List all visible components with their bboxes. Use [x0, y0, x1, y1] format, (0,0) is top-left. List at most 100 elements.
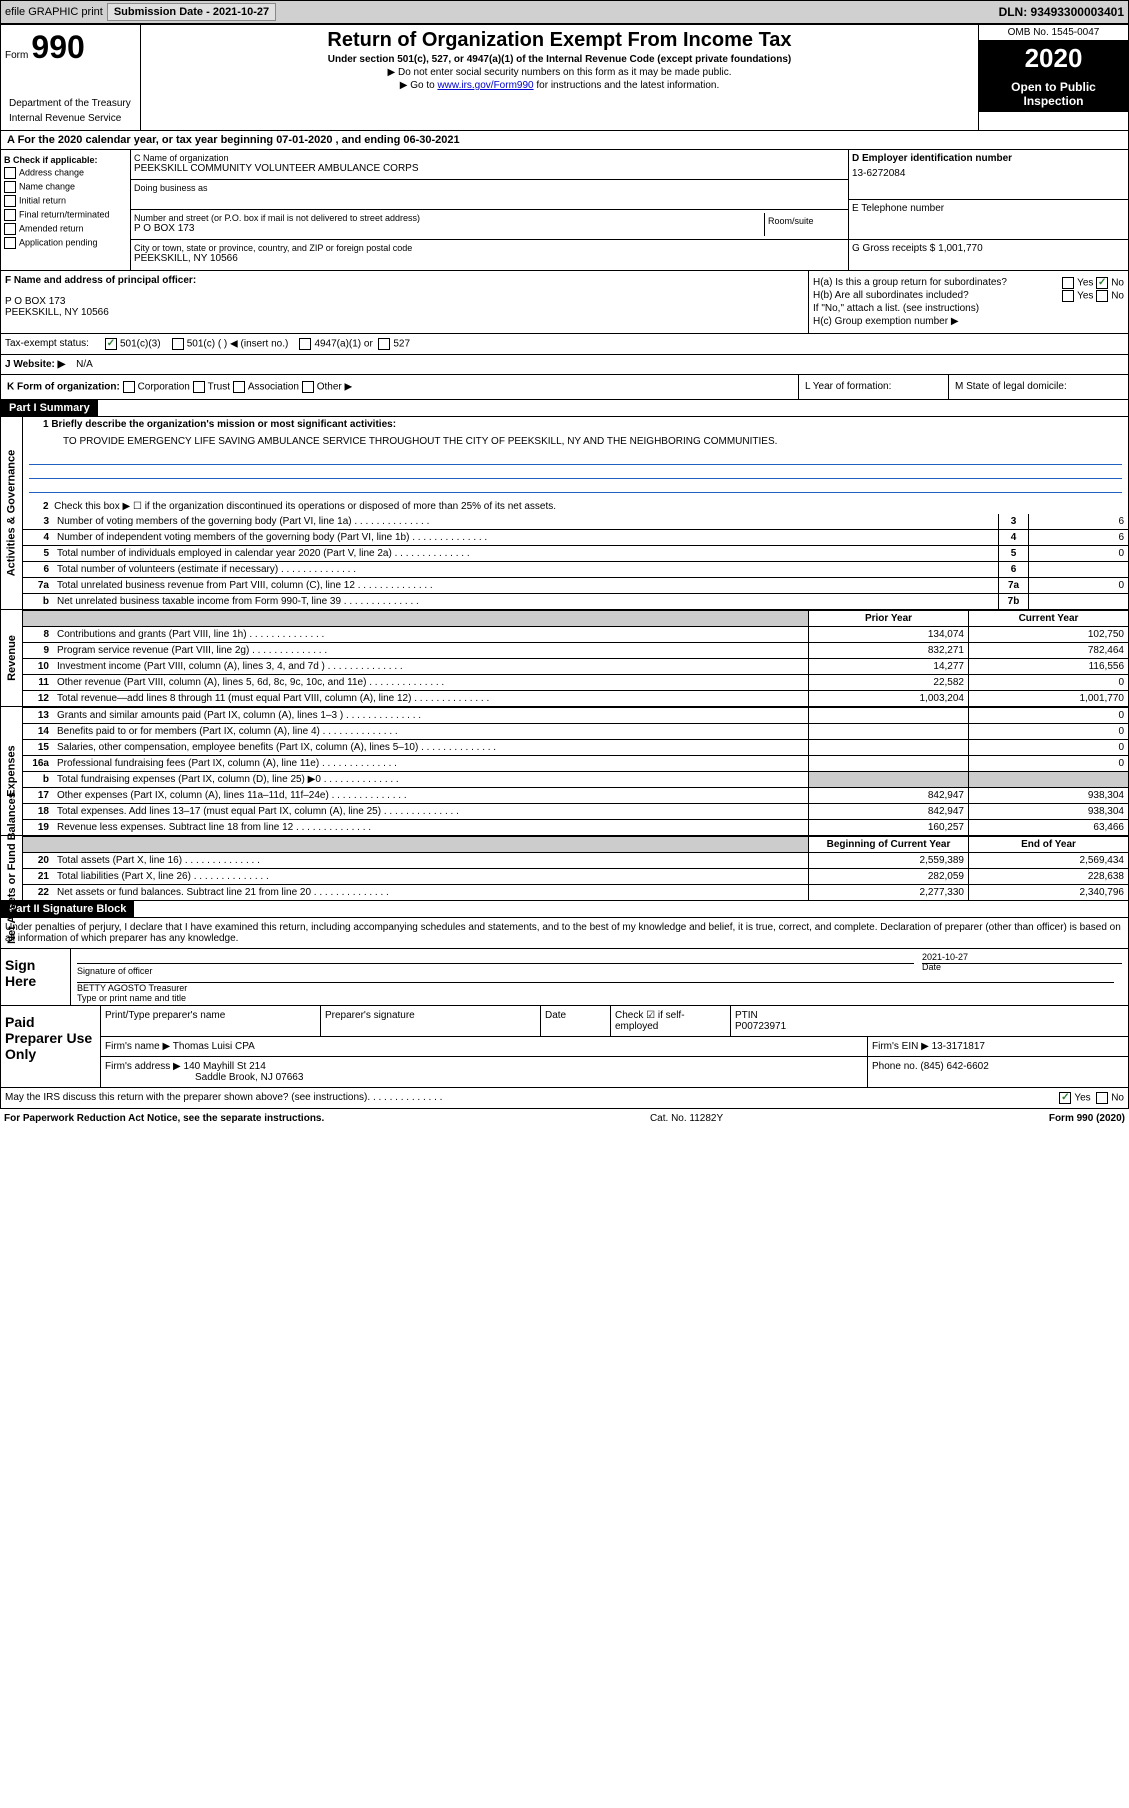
gross-receipts: G Gross receipts $ 1,001,770 — [849, 240, 1128, 270]
discuss-no-label: No — [1111, 1093, 1124, 1104]
line-label: Total number of individuals employed in … — [53, 546, 998, 561]
addr-label: Number and street (or P.O. box if mail i… — [134, 213, 764, 223]
ha-yes-label: Yes — [1077, 278, 1093, 289]
current-year-value: 116,556 — [968, 659, 1128, 674]
discuss-label: May the IRS discuss this return with the… — [5, 1092, 367, 1104]
line-num: 15 — [23, 740, 53, 755]
prior-year-value: 2,559,389 — [808, 853, 968, 868]
line-box: 7b — [998, 594, 1028, 609]
line-label: Salaries, other compensation, employee b… — [53, 740, 808, 755]
ruled-line — [29, 451, 1122, 465]
discuss-yes-label: Yes — [1074, 1093, 1090, 1104]
form-note2: ▶ Go to www.irs.gov/Form990 for instruct… — [145, 80, 974, 91]
line-label: Total expenses. Add lines 13–17 (must eq… — [53, 804, 808, 819]
firm-addr2: Saddle Brook, NJ 07663 — [195, 1072, 303, 1083]
prior-year-value — [808, 708, 968, 723]
501c3-checkbox[interactable] — [105, 338, 117, 350]
officer-addr1: P O BOX 173 — [5, 296, 804, 307]
other-checkbox[interactable] — [302, 381, 314, 393]
assoc-label: Association — [248, 382, 299, 393]
line-label: Total revenue—add lines 8 through 11 (mu… — [53, 691, 808, 706]
4947-checkbox[interactable] — [299, 338, 311, 350]
line-num: 5 — [23, 546, 53, 561]
line-label: Total fundraising expenses (Part IX, col… — [53, 772, 808, 787]
app-pending-label: Application pending — [19, 237, 98, 247]
current-year-value: 2,569,434 — [968, 853, 1128, 868]
line-num: 16a — [23, 756, 53, 771]
final-return-checkbox[interactable] — [4, 209, 16, 221]
prep-sig-label: Preparer's signature — [321, 1006, 541, 1036]
tax-year: 2020 — [979, 41, 1128, 76]
line-num: 4 — [23, 530, 53, 545]
ruled-line — [29, 465, 1122, 479]
ein-value: 13-6272084 — [852, 168, 1125, 179]
hb-no-checkbox[interactable] — [1096, 290, 1108, 302]
firm-name-label: Firm's name ▶ — [105, 1041, 170, 1052]
top-bar: efile GRAPHIC print Submission Date - 20… — [0, 0, 1129, 24]
open-public: Open to Public Inspection — [979, 76, 1128, 112]
officer-addr2: PEEKSKILL, NY 10566 — [5, 307, 804, 318]
501c-checkbox[interactable] — [172, 338, 184, 350]
ha-yes-checkbox[interactable] — [1062, 277, 1074, 289]
app-pending-checkbox[interactable] — [4, 237, 16, 249]
line-label: Professional fundraising fees (Part IX, … — [53, 756, 808, 771]
line-label: Net assets or fund balances. Subtract li… — [53, 885, 808, 900]
assoc-checkbox[interactable] — [233, 381, 245, 393]
prior-year-value: 842,947 — [808, 804, 968, 819]
final-return-label: Final return/terminated — [19, 209, 110, 219]
sig-date-val: 2021-10-27 — [922, 952, 1122, 962]
tax-status-label: Tax-exempt status: — [5, 338, 105, 350]
501c3-label: 501(c)(3) — [120, 339, 161, 350]
name-change-label: Name change — [19, 181, 75, 191]
current-year-value: 782,464 — [968, 643, 1128, 658]
current-year-value: 102,750 — [968, 627, 1128, 642]
line-num: b — [23, 594, 53, 609]
current-year-value: 0 — [968, 740, 1128, 755]
current-year-value: 0 — [968, 708, 1128, 723]
hb-yes-label: Yes — [1077, 291, 1093, 302]
line-num: 18 — [23, 804, 53, 819]
line-label: Number of voting members of the governin… — [53, 514, 998, 529]
room-label: Room/suite — [765, 213, 845, 236]
prior-year-value: 14,277 — [808, 659, 968, 674]
name-change-checkbox[interactable] — [4, 181, 16, 193]
amended-checkbox[interactable] — [4, 223, 16, 235]
prior-year-value: 22,582 — [808, 675, 968, 690]
527-checkbox[interactable] — [378, 338, 390, 350]
tab-expenses: Expenses — [6, 745, 18, 796]
ptin-value: P00723971 — [735, 1021, 786, 1032]
dept-irs: Internal Revenue Service — [5, 111, 136, 126]
initial-return-checkbox[interactable] — [4, 195, 16, 207]
firm-ein: 13-3171817 — [932, 1041, 985, 1052]
line-num: 6 — [23, 562, 53, 577]
ha-no-checkbox[interactable] — [1096, 277, 1108, 289]
line-value — [1028, 594, 1128, 609]
tab-net-assets: Net Assets or Fund Balances — [6, 792, 18, 944]
name-title-label: Type or print name and title — [77, 993, 186, 1003]
hb-label: H(b) Are all subordinates included? — [813, 290, 969, 301]
line-value: 0 — [1028, 578, 1128, 593]
sig-date-label: Date — [922, 962, 941, 972]
ein-label: D Employer identification number — [852, 153, 1125, 164]
entity-info-grid: B Check if applicable: Address change Na… — [0, 150, 1129, 271]
corp-checkbox[interactable] — [123, 381, 135, 393]
line-label: Program service revenue (Part VIII, line… — [53, 643, 808, 658]
year-formation-label: L Year of formation: — [798, 375, 948, 399]
line-label: Grants and similar amounts paid (Part IX… — [53, 708, 808, 723]
line-value: 6 — [1028, 530, 1128, 545]
line-value: 6 — [1028, 514, 1128, 529]
trust-checkbox[interactable] — [193, 381, 205, 393]
line-num: 12 — [23, 691, 53, 706]
line-label: Revenue less expenses. Subtract line 18 … — [53, 820, 808, 835]
k-label: K Form of organization: — [7, 382, 120, 393]
line-box: 6 — [998, 562, 1028, 577]
prep-name-label: Print/Type preparer's name — [101, 1006, 321, 1036]
hb-yes-checkbox[interactable] — [1062, 290, 1074, 302]
527-label: 527 — [393, 339, 410, 350]
discuss-no-checkbox[interactable] — [1096, 1092, 1108, 1104]
submission-date-button[interactable]: Submission Date - 2021-10-27 — [107, 3, 276, 21]
address-change-checkbox[interactable] — [4, 167, 16, 179]
discuss-yes-checkbox[interactable] — [1059, 1092, 1071, 1104]
irs-link[interactable]: www.irs.gov/Form990 — [437, 80, 533, 91]
footer-left: For Paperwork Reduction Act Notice, see … — [4, 1113, 324, 1124]
